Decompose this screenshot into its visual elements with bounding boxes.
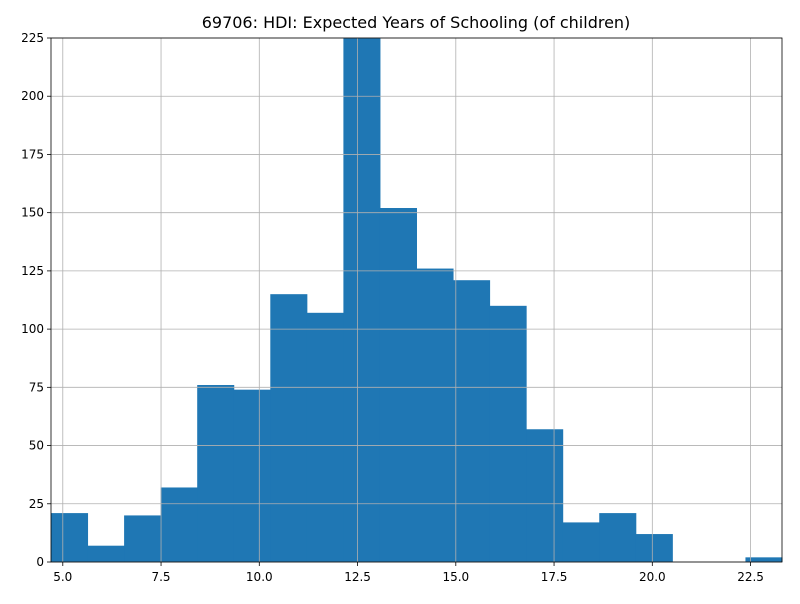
y-tick-label: 75 (29, 380, 44, 394)
chart-title: 69706: HDI: Expected Years of Schooling … (202, 13, 631, 32)
histogram-bar (599, 513, 637, 562)
y-tick-label: 50 (29, 439, 44, 453)
histogram-bar (745, 557, 783, 562)
y-tick-label: 125 (21, 264, 44, 278)
y-tick-label: 0 (36, 555, 44, 569)
x-tick-label: 22.5 (737, 570, 764, 584)
y-tick-label: 100 (21, 322, 44, 336)
x-tick-label: 5.0 (53, 570, 72, 584)
histogram-bar (124, 515, 162, 562)
x-tick-label: 7.5 (151, 570, 170, 584)
x-tick-label: 12.5 (344, 570, 371, 584)
histogram-bar (160, 487, 198, 562)
histogram-bar (453, 280, 491, 562)
x-tick-label: 10.0 (246, 570, 273, 584)
y-tick-label: 225 (21, 31, 44, 45)
y-tick-label: 175 (21, 147, 44, 161)
histogram-bar (51, 513, 89, 562)
histogram-bar (635, 534, 673, 562)
x-tick-label: 20.0 (639, 570, 666, 584)
histogram-bar (343, 38, 381, 562)
histogram-bar (270, 294, 308, 562)
histogram-bar (489, 305, 527, 562)
histogram-bar (526, 429, 564, 562)
histogram-bar (562, 522, 600, 562)
histogram-bar (306, 312, 344, 562)
bars-layer (51, 38, 783, 562)
x-tick-label: 15.0 (442, 570, 469, 584)
ticks-layer: 5.0 7.5 10.0 12.5 15.0 17.5 20.0 22.5 0 25 50 75 100… (21, 31, 764, 584)
plot-frame (50, 37, 783, 563)
y-tick-label: 200 (21, 89, 44, 103)
histogram-bar (416, 268, 454, 562)
histogram-bar (197, 385, 235, 562)
y-tick-label: 150 (21, 206, 44, 220)
histogram-bar (87, 545, 125, 562)
histogram-bar (379, 208, 417, 562)
grid-layer (51, 37, 782, 563)
axes-layer (50, 37, 783, 563)
x-tick-label: 17.5 (541, 570, 568, 584)
histogram-bar (233, 389, 271, 562)
y-tick-label: 25 (29, 497, 44, 511)
